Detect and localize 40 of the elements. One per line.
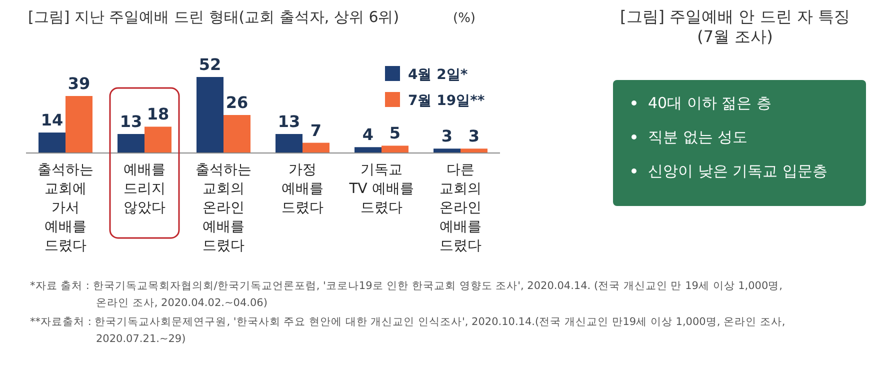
data-label: 13 — [278, 112, 300, 131]
bar — [434, 148, 460, 153]
data-label: 18 — [146, 104, 170, 124]
data-label: 26 — [226, 93, 248, 112]
data-label: 3 — [441, 126, 453, 146]
x-tick-label: 출석하는 교회에 가서 예배를 드렸다 — [38, 162, 94, 254]
y-axis-title: (%) — [453, 11, 476, 26]
data-label: 52 — [198, 55, 222, 74]
data-label: 14 — [40, 110, 64, 130]
bar — [382, 146, 408, 153]
bar — [144, 126, 172, 153]
data-label: 3 — [468, 126, 480, 146]
text: 신앙이 낮은 기독교 입문층 — [648, 162, 828, 180]
legend-label: 7월 19일** — [408, 93, 486, 109]
x-tick-label: 출석하는 교회의 온라인 예배를 드렸다 — [196, 162, 252, 254]
text: 직분 없는 성도 — [648, 128, 748, 146]
bar — [302, 142, 330, 153]
bar — [118, 134, 144, 153]
text: 40대 이하 젊은 층 — [648, 94, 772, 112]
x-tick-label: 다른 교회의 온라인 예배를 드렸다 — [440, 162, 482, 254]
bar — [276, 134, 302, 153]
data-label: 5 — [389, 124, 401, 143]
data-label: 39 — [68, 74, 90, 93]
bar — [460, 148, 488, 153]
text: [그림] 주일예배 안 드린 자 특징 (7월 조사) — [620, 7, 850, 46]
x-tick-label: 기독교 TV 예배를 드렸다 — [348, 162, 414, 216]
data-label: 4 — [362, 125, 374, 144]
x-tick-label: 가정 예배를 드렸다 — [282, 162, 324, 216]
bar — [66, 96, 92, 153]
bar — [196, 77, 224, 153]
chart-title: [그림] 지난 주일예배 드린 형태(교회 출석자, 상위 6위) — [28, 8, 400, 26]
bar — [354, 147, 382, 153]
bar — [38, 132, 66, 153]
bar — [224, 115, 250, 153]
data-label: 7 — [310, 120, 322, 140]
text: **자료출처 : 한국기독교사회문제연구원, '한국사회 주요 현안에 대한 개신교인 인식조사', 2020.10.14.(전국 개신교인 만19세 이상 1,000명, 온라인 조사, 2020.07.21.~29) — [30, 316, 786, 345]
data-label: 13 — [120, 112, 142, 131]
legend-label: 4월 2일* — [408, 67, 468, 83]
x-tick-label: 예배를 드리지 않았다 — [124, 162, 166, 216]
text: *자료 출처 : 한국기독교목회자협의회/한국기독교언론포럼, '코로나19로 인한 한국교회 영향도 조사', 2020.04.14. (전국 개신교인 만 19세 이상 1,000명, 온라인 조사, 2020.04.02.~04.06) — [30, 280, 783, 309]
